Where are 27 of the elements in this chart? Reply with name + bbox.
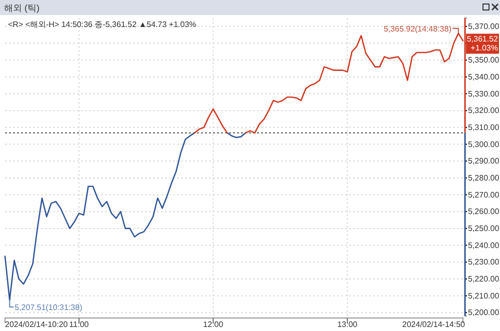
annotation: <R> <해외-H> 14:50:36 종-5,361.52 ▲54.73 +1.03% xyxy=(8,20,196,29)
y-tick-label: 5,260.00 xyxy=(468,207,500,216)
y-tick-label: 5,270.00 xyxy=(468,190,500,200)
y-tick-label: 5,220.00 xyxy=(468,274,500,284)
annotation: 5,365.92(14:48:38) xyxy=(384,24,452,34)
x-tick-label: 11:00 xyxy=(69,320,90,329)
x-tick-label: 13:00 xyxy=(337,320,358,329)
y-tick-label: 5,300.00 xyxy=(468,140,500,149)
y-tick-label: 5,320.00 xyxy=(468,106,500,116)
x-tick-label: 12:00 xyxy=(203,320,224,329)
y-tick-label: 5,370.00 xyxy=(468,22,500,31)
y-tick-label: 5,280.00 xyxy=(468,174,500,183)
text: 2024/02/14-14:50 xyxy=(402,320,466,329)
y-tick-label: 5,230.00 xyxy=(468,258,500,267)
text: 2024/02/14-10:20 xyxy=(5,320,68,329)
y-tick-label: 5,240.00 xyxy=(468,240,500,250)
y-tick-label: 5,340.00 xyxy=(468,72,500,82)
text: 5,361.52 +1.03% xyxy=(466,34,499,53)
y-tick-label: 5,350.00 xyxy=(468,56,500,65)
chart-title: 해외 (틱) xyxy=(4,3,40,13)
y-tick-label: 5,290.00 xyxy=(468,156,500,166)
y-tick-label: 5,250.00 xyxy=(468,224,500,234)
annotation: 5,207.51(10:31:38) xyxy=(14,303,83,312)
y-tick-label: 5,200.00 xyxy=(468,308,500,318)
y-tick-label: 5,310.00 xyxy=(468,122,500,132)
y-tick-label: 5,330.00 xyxy=(468,89,500,98)
y-tick-label: 5,210.00 xyxy=(468,291,500,300)
